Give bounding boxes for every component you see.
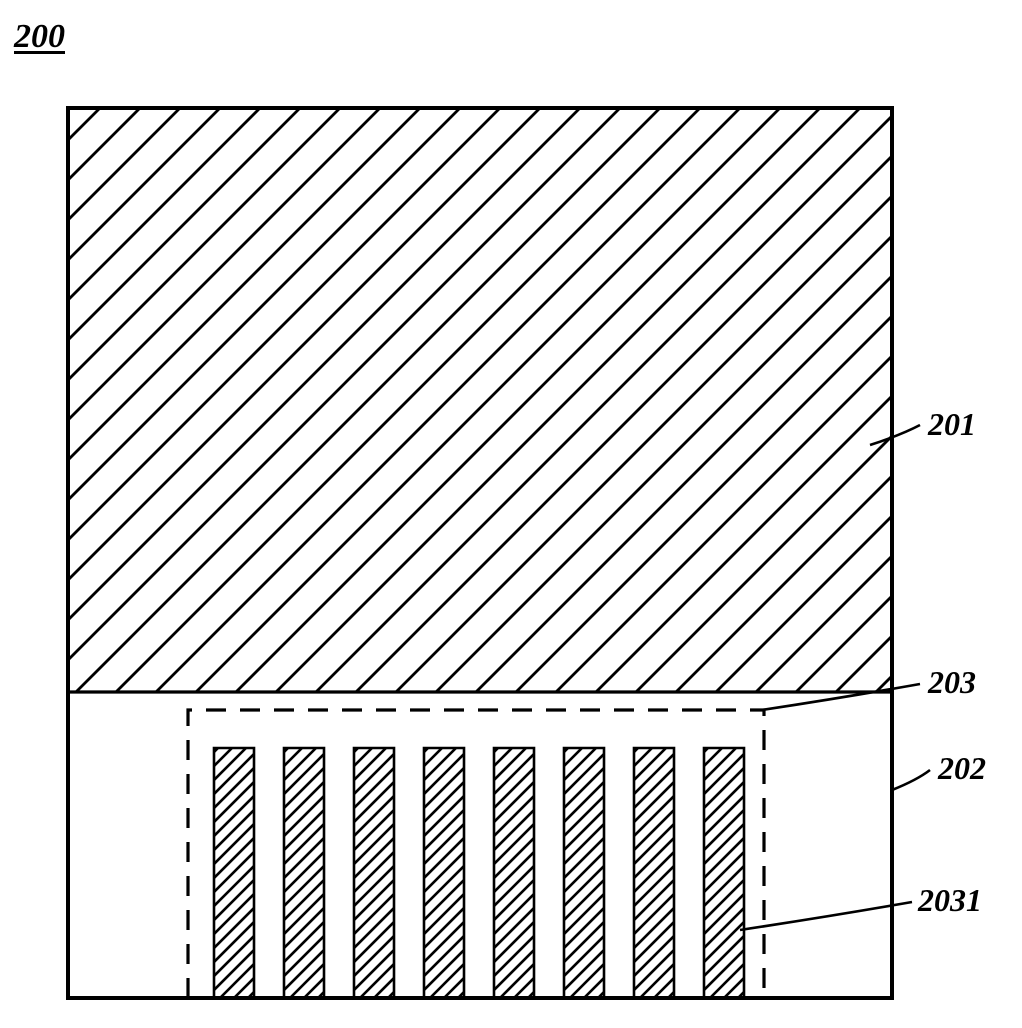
callout-leader-2031 bbox=[740, 902, 912, 930]
bars-2031 bbox=[0, 748, 988, 998]
callout-leaders bbox=[740, 425, 930, 930]
dashed-box-203 bbox=[188, 710, 764, 998]
callout-label-2031: 2031 bbox=[918, 882, 982, 919]
callout-leader-201 bbox=[870, 425, 920, 445]
bar-2031 bbox=[0, 748, 568, 998]
callout-leader-202 bbox=[892, 770, 930, 790]
callout-label-201: 201 bbox=[928, 406, 976, 443]
callout-label-202: 202 bbox=[938, 750, 986, 787]
region-201-hatch bbox=[68, 0, 892, 1028]
diagram-svg bbox=[0, 0, 1022, 1028]
callout-label-203: 203 bbox=[928, 664, 976, 701]
figure-number: 200 bbox=[14, 18, 65, 56]
figure-canvas: 200 201 203 202 2031 bbox=[0, 0, 1022, 1028]
